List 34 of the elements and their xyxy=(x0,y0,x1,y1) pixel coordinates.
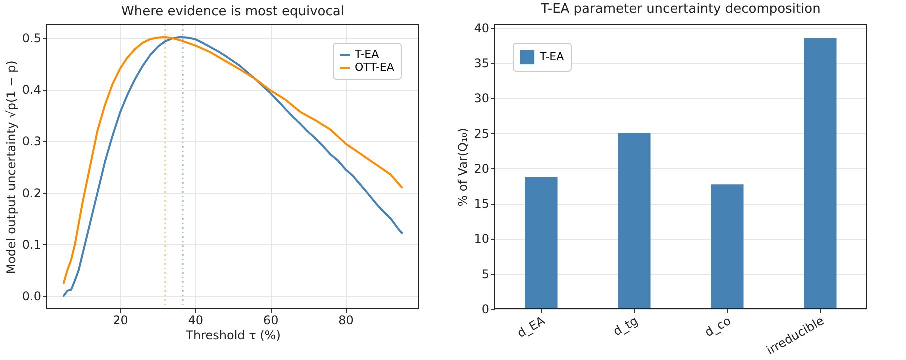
y-tick-label: 0.5 xyxy=(22,31,42,46)
y-tick-label: 35 xyxy=(474,56,490,70)
legend-label: OTT-EA xyxy=(355,61,395,74)
y-tick-label: 30 xyxy=(474,92,490,106)
chart-title: T-EA parameter uncertainty decomposition xyxy=(540,2,821,17)
y-tick-label: 10 xyxy=(474,232,490,246)
x-tick-label: d_tg xyxy=(611,314,640,339)
y-tick-label: 25 xyxy=(474,126,490,141)
bar xyxy=(618,133,651,309)
bar xyxy=(525,178,558,309)
y-tick-label: 40 xyxy=(474,21,490,36)
y-tick-label: 0.1 xyxy=(22,238,42,252)
legend-label: T-EA xyxy=(539,50,565,64)
y-tick-label: 15 xyxy=(474,197,490,212)
y-axis-title: Model output uncertainty √p(1 − p) xyxy=(4,60,18,274)
y-tick-label: 0.2 xyxy=(22,186,42,200)
bar xyxy=(804,38,837,309)
x-tick-label: d_EA xyxy=(515,313,548,341)
bar xyxy=(711,184,744,309)
y-tick-label: 20 xyxy=(474,162,490,176)
x-tick-label: 80 xyxy=(338,314,354,328)
x-tick-label: 60 xyxy=(263,314,279,328)
y-tick-label: 5 xyxy=(482,267,490,282)
x-tick-label: 20 xyxy=(113,314,128,328)
y-tick-label: 0.3 xyxy=(22,134,42,149)
chart-title: Where evidence is most equivocal xyxy=(122,4,344,20)
x-axis-title: Threshold τ (%) xyxy=(185,328,281,342)
y-axis-title: % of Var(Q₁₀) xyxy=(456,128,470,207)
y-tick-label: 0.0 xyxy=(22,290,42,304)
x-tick-label: 40 xyxy=(188,314,204,328)
legend-label: T-EA xyxy=(354,48,380,61)
x-tick-label: d_co xyxy=(702,314,734,340)
y-tick-label: 0.4 xyxy=(22,83,42,98)
y-tick-label: 0 xyxy=(482,302,490,316)
